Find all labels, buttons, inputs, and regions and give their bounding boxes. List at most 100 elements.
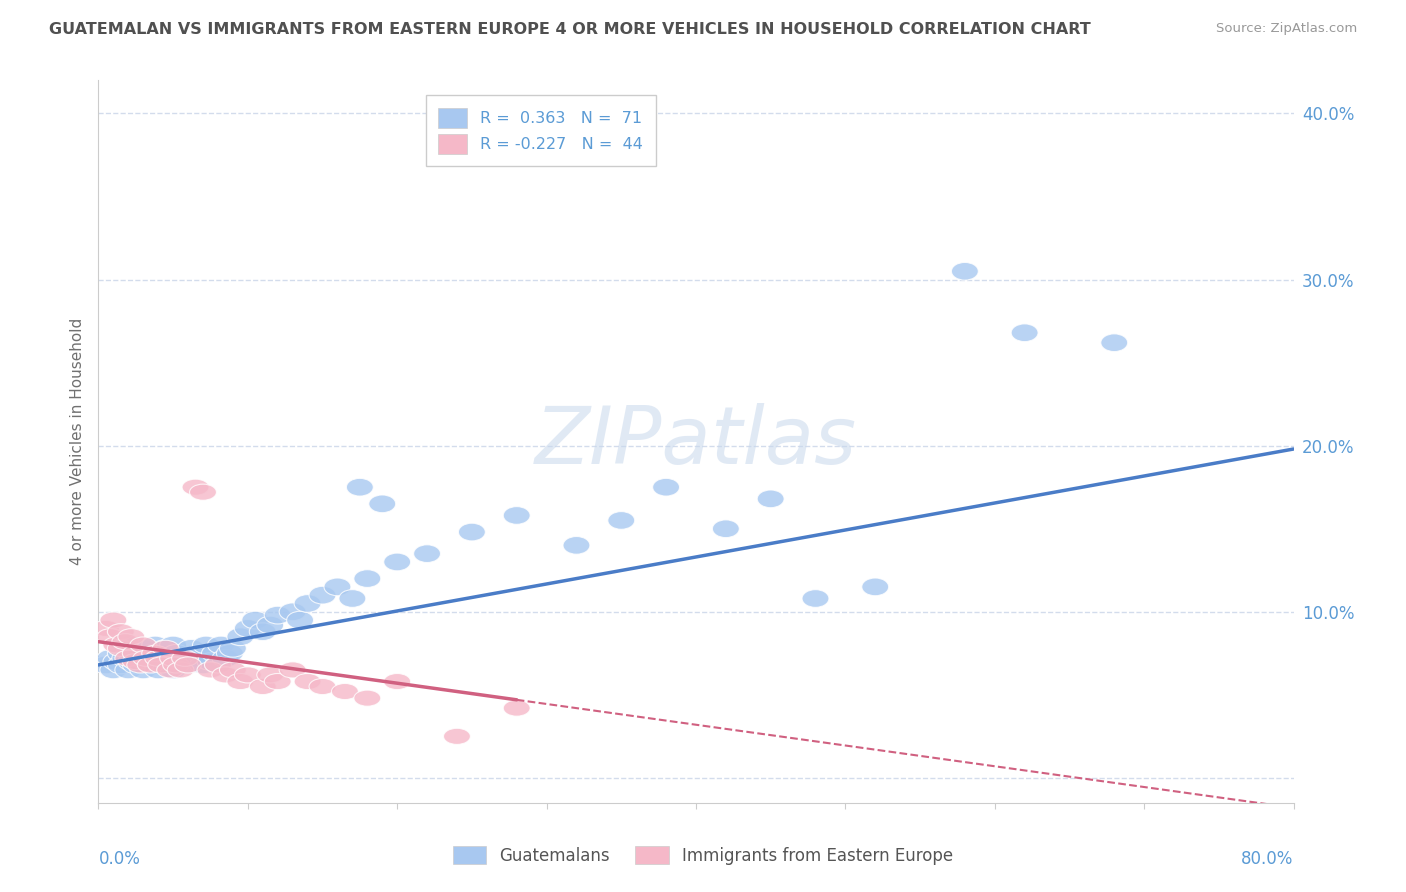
Ellipse shape: [294, 595, 321, 612]
Ellipse shape: [112, 649, 139, 667]
Ellipse shape: [257, 667, 284, 683]
Ellipse shape: [127, 649, 153, 667]
Ellipse shape: [129, 640, 156, 657]
Ellipse shape: [142, 645, 169, 661]
Ellipse shape: [187, 644, 214, 662]
Ellipse shape: [309, 586, 336, 604]
Ellipse shape: [156, 662, 184, 678]
Ellipse shape: [332, 683, 359, 699]
Ellipse shape: [607, 512, 634, 529]
Ellipse shape: [217, 644, 243, 662]
Ellipse shape: [323, 578, 352, 596]
Ellipse shape: [339, 590, 366, 607]
Ellipse shape: [208, 636, 235, 654]
Ellipse shape: [138, 644, 165, 662]
Ellipse shape: [177, 640, 204, 657]
Ellipse shape: [368, 495, 395, 513]
Legend: Guatemalans, Immigrants from Eastern Europe: Guatemalans, Immigrants from Eastern Eur…: [444, 838, 962, 873]
Ellipse shape: [93, 657, 120, 673]
Ellipse shape: [152, 640, 179, 657]
Text: ZIPatlas: ZIPatlas: [534, 402, 858, 481]
Ellipse shape: [145, 644, 172, 662]
Text: GUATEMALAN VS IMMIGRANTS FROM EASTERN EUROPE 4 OR MORE VEHICLES IN HOUSEHOLD COR: GUATEMALAN VS IMMIGRANTS FROM EASTERN EU…: [49, 22, 1091, 37]
Ellipse shape: [152, 657, 179, 673]
Ellipse shape: [201, 644, 228, 662]
Ellipse shape: [862, 578, 889, 596]
Ellipse shape: [287, 611, 314, 629]
Ellipse shape: [118, 629, 145, 645]
Ellipse shape: [249, 623, 276, 640]
Ellipse shape: [127, 657, 153, 673]
Ellipse shape: [264, 673, 291, 690]
Ellipse shape: [758, 490, 785, 508]
Ellipse shape: [115, 661, 142, 679]
Text: 0.0%: 0.0%: [98, 850, 141, 868]
Ellipse shape: [204, 657, 232, 673]
Ellipse shape: [219, 640, 246, 657]
Ellipse shape: [197, 653, 224, 671]
Ellipse shape: [107, 644, 135, 662]
Ellipse shape: [458, 524, 485, 541]
Ellipse shape: [132, 653, 160, 671]
Ellipse shape: [713, 520, 740, 538]
Ellipse shape: [152, 640, 179, 657]
Ellipse shape: [97, 649, 124, 667]
Ellipse shape: [100, 612, 127, 628]
Ellipse shape: [652, 478, 679, 496]
Ellipse shape: [235, 667, 262, 683]
Ellipse shape: [115, 636, 142, 654]
Ellipse shape: [160, 636, 187, 654]
Ellipse shape: [413, 545, 440, 563]
Text: 80.0%: 80.0%: [1241, 850, 1294, 868]
Ellipse shape: [384, 673, 411, 690]
Ellipse shape: [443, 728, 471, 745]
Ellipse shape: [801, 590, 830, 607]
Ellipse shape: [142, 636, 169, 654]
Ellipse shape: [226, 628, 254, 646]
Ellipse shape: [129, 661, 156, 679]
Ellipse shape: [115, 650, 142, 666]
Ellipse shape: [190, 657, 217, 673]
Ellipse shape: [172, 650, 198, 666]
Ellipse shape: [174, 657, 201, 673]
Ellipse shape: [183, 479, 209, 495]
Ellipse shape: [118, 653, 145, 671]
Ellipse shape: [503, 507, 530, 524]
Ellipse shape: [193, 636, 219, 654]
Ellipse shape: [264, 607, 291, 624]
Ellipse shape: [384, 553, 411, 571]
Ellipse shape: [132, 650, 160, 666]
Ellipse shape: [235, 620, 262, 637]
Ellipse shape: [346, 478, 374, 496]
Ellipse shape: [167, 653, 194, 671]
Ellipse shape: [160, 661, 187, 679]
Ellipse shape: [160, 650, 187, 666]
Ellipse shape: [122, 645, 149, 661]
Ellipse shape: [219, 662, 246, 678]
Ellipse shape: [138, 657, 165, 673]
Ellipse shape: [280, 603, 307, 621]
Ellipse shape: [280, 662, 307, 678]
Ellipse shape: [1011, 324, 1038, 342]
Ellipse shape: [156, 649, 184, 667]
Ellipse shape: [1101, 334, 1128, 351]
Ellipse shape: [167, 662, 194, 678]
Ellipse shape: [183, 649, 209, 667]
Ellipse shape: [212, 667, 239, 683]
Ellipse shape: [249, 679, 276, 695]
Y-axis label: 4 or more Vehicles in Household: 4 or more Vehicles in Household: [69, 318, 84, 566]
Ellipse shape: [107, 657, 135, 673]
Ellipse shape: [952, 262, 979, 280]
Ellipse shape: [145, 650, 172, 666]
Ellipse shape: [103, 637, 129, 653]
Ellipse shape: [100, 661, 127, 679]
Ellipse shape: [204, 657, 232, 673]
Ellipse shape: [163, 644, 190, 662]
Ellipse shape: [97, 629, 124, 645]
Ellipse shape: [122, 644, 149, 662]
Ellipse shape: [107, 640, 135, 657]
Ellipse shape: [122, 654, 149, 670]
Ellipse shape: [242, 611, 269, 629]
Ellipse shape: [354, 690, 381, 706]
Ellipse shape: [112, 633, 139, 649]
